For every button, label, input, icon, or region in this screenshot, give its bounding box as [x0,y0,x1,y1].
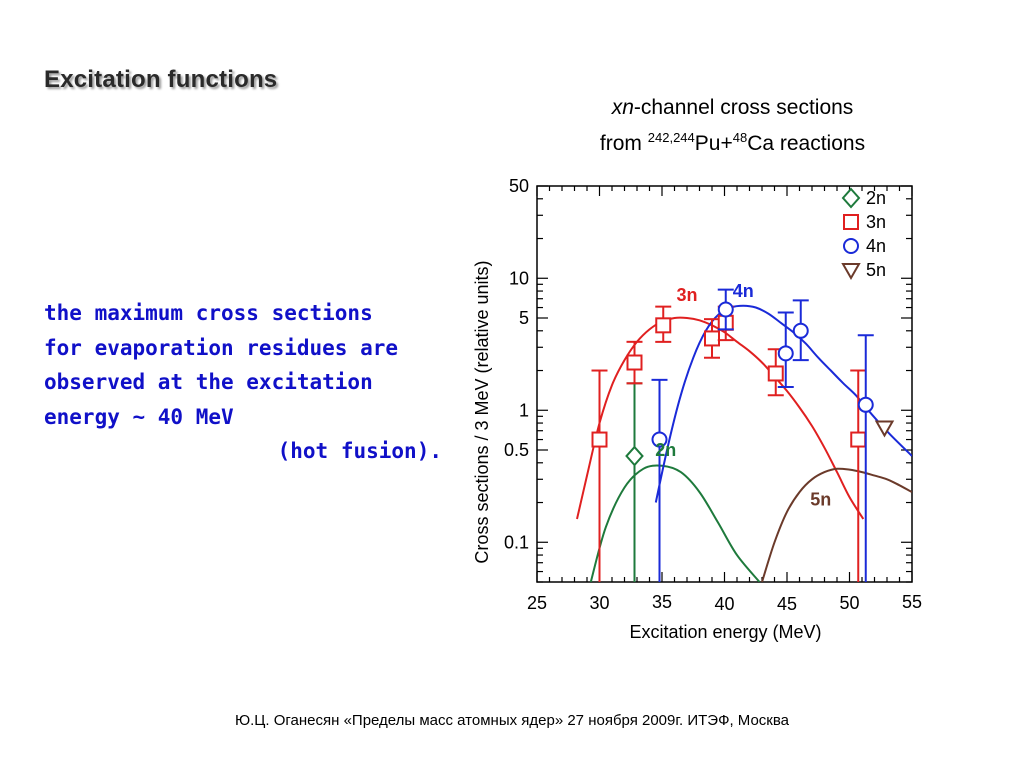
data-point-4n [777,345,794,362]
fit-curve-5n [761,467,912,582]
chart-heading-line2: from 242,244Pu+48Ca reactions [540,123,925,159]
y-tick-label: 50 [509,176,529,196]
note-line: for evaporation residues are [44,335,399,360]
x-tick-label: 35 [652,592,672,612]
legend-marker-5n [841,263,861,281]
data-point-4n [857,396,874,413]
plot-area [576,288,912,582]
x-tick-label: 55 [902,592,922,612]
heading-italic: xn [611,96,634,119]
data-point-3n [850,431,867,448]
heading-rest: -channel cross sections [633,96,854,119]
note-line: the maximum cross sections [44,301,373,325]
heading-pu: Pu+ [694,132,733,155]
fit-curve-2n [589,464,761,582]
heading-sup-ca: 48 [732,130,748,145]
data-point-4n [651,431,668,448]
chart-heading-line1: xn-channel cross sections [540,93,925,123]
y-tick-label: 10 [509,268,529,288]
y-tick-label: 1 [519,400,529,420]
data-point-5n [874,420,895,438]
data-point-3n [767,365,784,382]
heading-ca: Ca reactions [747,132,866,155]
data-point-3n [626,354,643,371]
heading-sup-pu: 242,244 [647,130,695,145]
heading-prefix: from [599,132,648,155]
legend-label-5n: 5n [866,260,886,280]
curve-label-2n: 2n [655,440,676,460]
x-tick-label: 25 [527,593,547,613]
curve-label-3n: 3n [676,285,697,305]
footer-citation: Ю.Ц. Оганесян «Пределы масс атомных ядер… [234,712,790,729]
legend-marker-2n [841,187,861,209]
data-point-4n [717,301,734,318]
data-point-3n [591,431,608,448]
y-tick-label: 5 [519,308,529,328]
y-tick-label: 0.1 [504,532,529,552]
curve-label-5n: 5n [810,490,831,510]
slide-title: Excitation functions [44,66,278,93]
legend: 2n 3n 4n 5n [841,187,886,281]
chart-heading: xn-channel cross sections from 242,244Pu… [540,93,925,159]
x-tick-label: 45 [777,594,797,614]
curve-label-4n: 4n [733,281,754,301]
x-tick-label: 30 [589,593,609,613]
data-point-4n [792,322,809,339]
note-line: energy ~ 40 MeV [44,404,234,429]
x-axis-title: Excitation energy (MeV) [629,622,821,642]
legend-label-2n: 2n [866,188,886,208]
y-axis-title: Cross sections / 3 MeV (relative units) [472,260,492,563]
conclusion-note: the maximum cross sections for evaporati… [44,296,454,469]
y-tick-label: 0.5 [504,440,529,460]
note-line: observed at the excitation [44,370,373,394]
data-point-3n [704,330,720,347]
data-point-2n [625,445,644,467]
legend-marker-4n [843,238,859,254]
x-tick-label: 50 [839,593,859,613]
legend-label-4n: 4n [866,236,886,256]
data-point-3n [655,317,672,334]
legend-marker-3n [843,214,859,230]
note-hot-fusion: (hot fusion). [277,439,442,463]
legend-label-3n: 3n [866,212,886,232]
x-tick-label: 40 [714,594,734,614]
